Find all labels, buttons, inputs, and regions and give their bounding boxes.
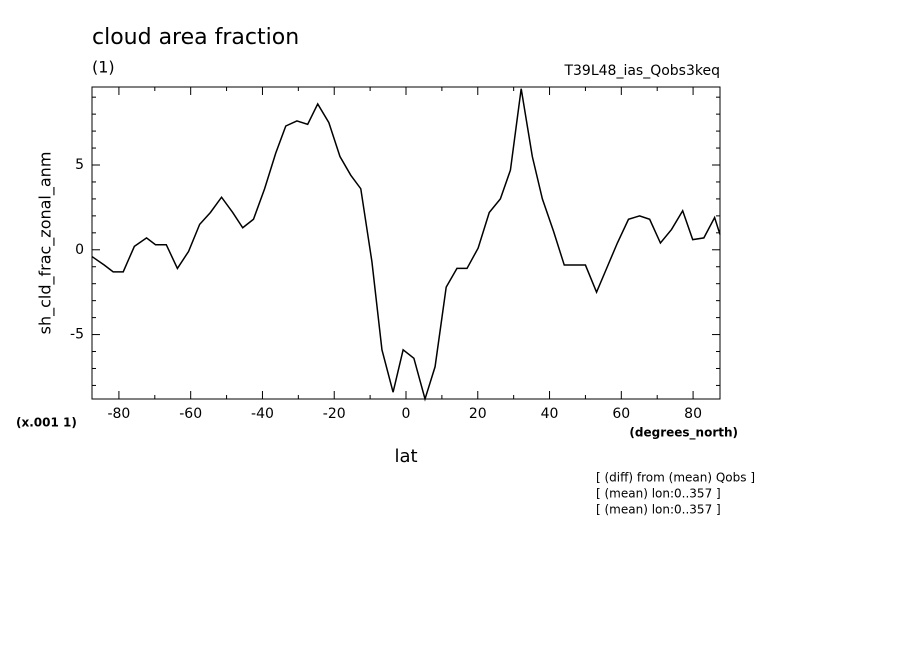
y-tick-label: 0 <box>75 242 84 258</box>
y-axis-label: sh_cld_frac_zonal_anm <box>36 152 56 335</box>
chart-title: cloud area fraction <box>92 25 299 50</box>
note: [ (mean) lon:0..357 ] <box>596 487 721 501</box>
x-tick-label: -40 <box>251 406 274 422</box>
x-tick-label: 40 <box>541 406 559 422</box>
run-label: T39L48_ias_Qobs3keq <box>563 63 720 79</box>
x-tick-label: -80 <box>107 406 130 422</box>
y-tick-label: 5 <box>75 157 84 173</box>
subtitle: (1) <box>92 58 115 77</box>
x-tick-label: -60 <box>179 406 202 422</box>
x-tick-label: 0 <box>402 406 411 422</box>
note: [ (mean) lon:0..357 ] <box>596 503 721 517</box>
x-tick-label: 80 <box>684 406 702 422</box>
data-line <box>91 88 721 402</box>
y-scale-note: (x.001 1) <box>16 416 77 430</box>
x-tick-label: 20 <box>469 406 487 422</box>
y-tick-label: -5 <box>70 327 84 343</box>
x-units: (degrees_north) <box>629 426 738 441</box>
x-tick-label: -20 <box>323 406 346 422</box>
note: [ (diff) from (mean) Qobs ] <box>596 471 755 485</box>
x-axis-label: lat <box>394 446 417 467</box>
x-tick-label: 60 <box>612 406 630 422</box>
